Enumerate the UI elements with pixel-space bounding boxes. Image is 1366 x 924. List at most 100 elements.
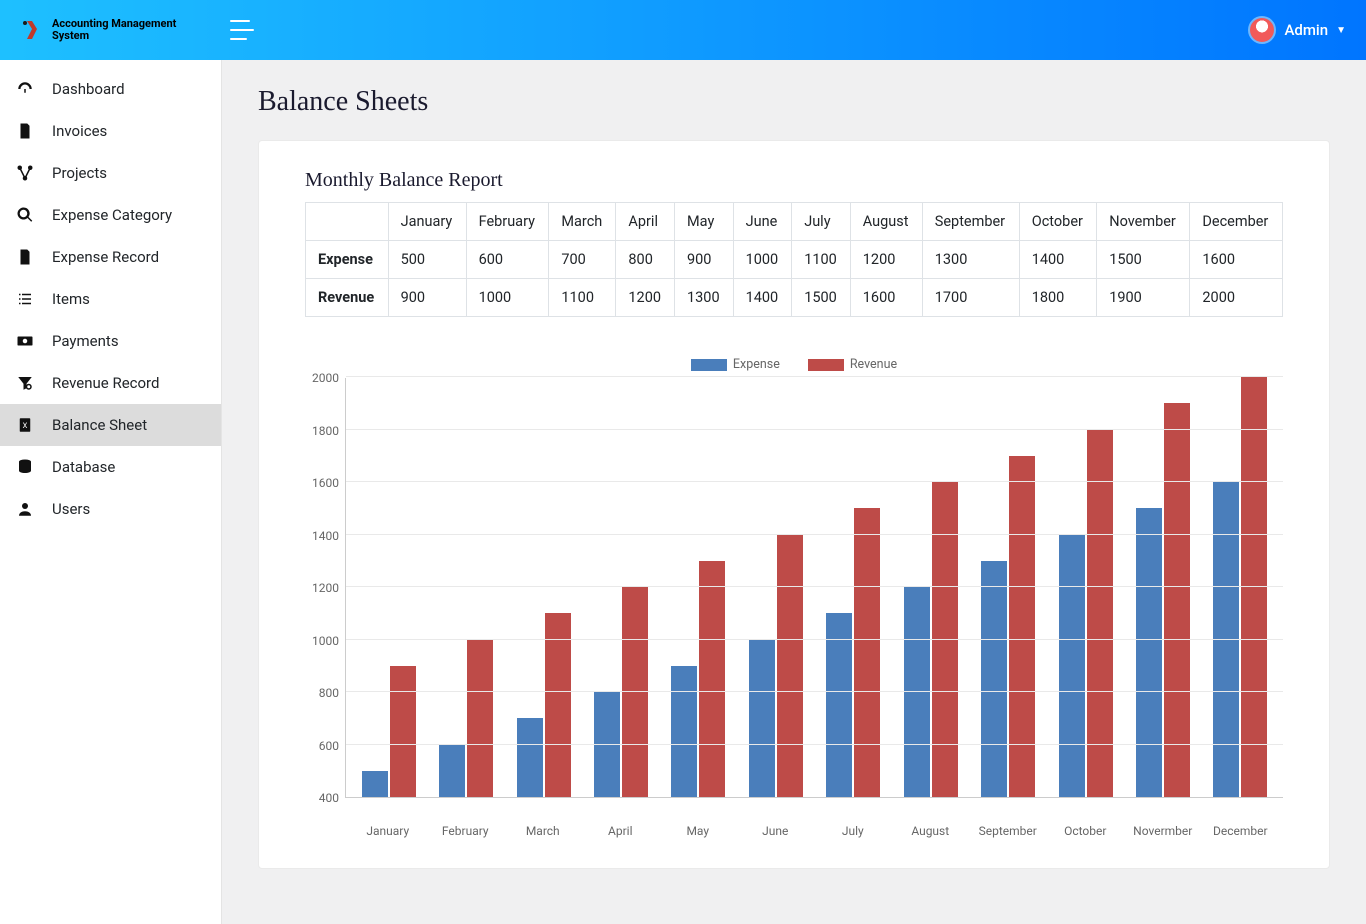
bar-revenue xyxy=(390,666,416,797)
sidebar-item-dashboard[interactable]: Dashboard xyxy=(0,68,221,110)
y-tick-label: 600 xyxy=(319,739,339,753)
sidebar-item-label: Database xyxy=(52,458,115,476)
y-tick-label: 1800 xyxy=(312,424,339,438)
table-cell: 800 xyxy=(616,241,675,279)
bar-expense xyxy=(981,561,1007,797)
sidebar-item-expense-record[interactable]: Expense Record xyxy=(0,236,221,278)
x-tick-label: August xyxy=(892,824,970,838)
sidebar-item-items[interactable]: Items xyxy=(0,278,221,320)
sidebar-item-balance-sheet[interactable]: XBalance Sheet xyxy=(0,404,221,446)
sidebar-item-database[interactable]: Database xyxy=(0,446,221,488)
table-header-cell: November xyxy=(1097,203,1190,241)
sidebar-item-revenue-record[interactable]: Revenue Record xyxy=(0,362,221,404)
sidebar-item-label: Items xyxy=(52,290,90,308)
y-tick-label: 1200 xyxy=(312,581,339,595)
table-row-label: Revenue xyxy=(306,279,389,317)
menu-toggle-button[interactable] xyxy=(230,20,254,40)
chevron-down-icon: ▼ xyxy=(1336,25,1346,36)
y-tick-label: 1000 xyxy=(312,634,339,648)
sidebar-item-label: Projects xyxy=(52,164,107,182)
table-header-cell: September xyxy=(922,203,1019,241)
table-cell: 1300 xyxy=(922,241,1019,279)
chart-gridline xyxy=(346,481,1283,482)
x-tick-label: December xyxy=(1202,824,1280,838)
x-tick-label: October xyxy=(1047,824,1125,838)
chart-x-axis: JanuaryFebruaryMarchAprilMayJuneJulyAugu… xyxy=(345,818,1283,838)
x-tick-label: March xyxy=(504,824,582,838)
table-cell: 900 xyxy=(388,279,466,317)
dashboard-icon xyxy=(14,78,36,100)
table-cell: 1000 xyxy=(733,241,792,279)
sidebar-item-invoices[interactable]: Invoices xyxy=(0,110,221,152)
table-cell: 1600 xyxy=(1190,241,1283,279)
bar-revenue xyxy=(1241,377,1267,797)
legend-swatch xyxy=(808,359,844,371)
bar-revenue xyxy=(545,613,571,797)
chart-gridline xyxy=(346,429,1283,430)
table-cell: 1000 xyxy=(466,279,549,317)
bar-group xyxy=(815,508,892,797)
sidebar-item-projects[interactable]: Projects xyxy=(0,152,221,194)
bar-expense xyxy=(1136,508,1162,797)
legend-item: Revenue xyxy=(808,357,897,372)
y-tick-label: 2000 xyxy=(312,371,339,385)
table-cell: 1400 xyxy=(1019,241,1097,279)
sidebar-item-expense-category[interactable]: Expense Category xyxy=(0,194,221,236)
sidebar-item-payments[interactable]: Payments xyxy=(0,320,221,362)
table-header-cell: January xyxy=(388,203,466,241)
brand-line1: Accounting Management xyxy=(52,17,176,30)
avatar-icon xyxy=(1248,16,1276,44)
sidebar-item-label: Revenue Record xyxy=(52,374,159,392)
sidebar-item-label: Users xyxy=(52,500,90,518)
x-tick-label: February xyxy=(427,824,505,838)
bar-revenue xyxy=(777,535,803,798)
sidebar: Dashboard Invoices Projects Expense Categor… xyxy=(0,60,222,924)
x-tick-label: September xyxy=(969,824,1047,838)
bar-expense xyxy=(1213,482,1239,797)
bar-expense xyxy=(671,666,697,797)
table-cell: 1600 xyxy=(850,279,922,317)
chart-gridline xyxy=(346,534,1283,535)
brand-line2: System xyxy=(52,29,89,42)
brand: Accounting Management System xyxy=(20,18,220,42)
user-name: Admin xyxy=(1284,21,1328,39)
chart-gridline xyxy=(346,639,1283,640)
table-cell: 1400 xyxy=(733,279,792,317)
bar-group xyxy=(1124,403,1201,797)
table-cell: 2000 xyxy=(1190,279,1283,317)
report-title: Monthly Balance Report xyxy=(305,169,1283,192)
bar-group xyxy=(969,456,1046,797)
y-tick-label: 800 xyxy=(319,686,339,700)
table-cell: 1200 xyxy=(850,241,922,279)
projects-icon xyxy=(14,162,36,184)
sidebar-item-users[interactable]: Users xyxy=(0,488,221,530)
x-tick-label: July xyxy=(814,824,892,838)
bar-expense xyxy=(1059,535,1085,798)
table-row: Revenue900100011001200130014001500160017… xyxy=(306,279,1283,317)
table-header-cell: February xyxy=(466,203,549,241)
table-cell: 600 xyxy=(466,241,549,279)
table-cell: 1800 xyxy=(1019,279,1097,317)
sidebar-item-label: Expense Category xyxy=(52,206,172,224)
table-header-cell: April xyxy=(616,203,675,241)
table-row: Expense500600700800900100011001200130014… xyxy=(306,241,1283,279)
y-tick-label: 1600 xyxy=(312,476,339,490)
table-cell: 1500 xyxy=(792,279,851,317)
bar-group xyxy=(582,587,659,797)
bar-group xyxy=(1047,430,1124,798)
bar-expense xyxy=(749,640,775,798)
table-cell: 700 xyxy=(549,241,616,279)
table-header-cell: March xyxy=(549,203,616,241)
x-tick-label: April xyxy=(582,824,660,838)
x-tick-label: Novermber xyxy=(1124,824,1202,838)
bar-expense xyxy=(517,718,543,797)
table-cell: 1900 xyxy=(1097,279,1190,317)
user-menu-button[interactable]: Admin ▼ xyxy=(1248,16,1346,44)
sidebar-item-label: Invoices xyxy=(52,122,107,140)
bar-group xyxy=(350,666,427,797)
y-tick-label: 1400 xyxy=(312,529,339,543)
bar-expense xyxy=(826,613,852,797)
filter-icon xyxy=(14,372,36,394)
table-header-cell: October xyxy=(1019,203,1097,241)
legend-item: Expense xyxy=(691,357,780,372)
